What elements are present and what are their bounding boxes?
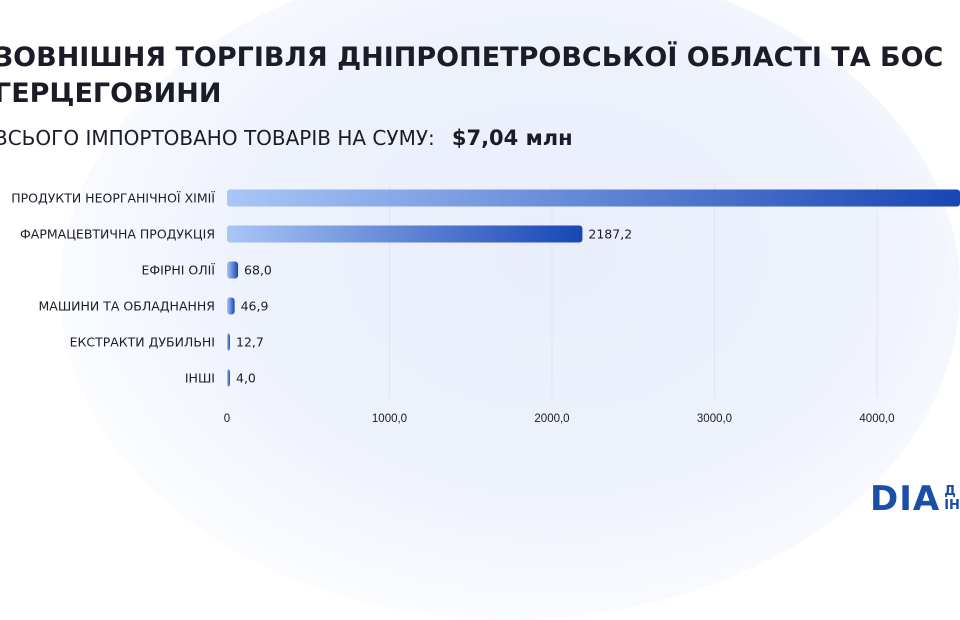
value-label: 68,0 — [244, 263, 272, 278]
value-label: 12,7 — [236, 335, 264, 350]
subtitle-text: ВСЬОГО ІМПОРТОВАНО ТОВАРІВ НА СУМУ: — [0, 126, 435, 150]
x-tick-label: 3000,0 — [697, 413, 732, 425]
x-tick-label: 4000,0 — [859, 413, 894, 425]
x-axis-ticks: 0 1000,0 2000,0 3000,0 4000,0 — [224, 413, 895, 425]
x-tick-label: 2000,0 — [534, 413, 569, 425]
x-tick-label: 1000,0 — [372, 413, 407, 425]
category-labels: ПРОДУКТИ НЕОРГАНІЧНОЇ ХІМІЇ ФАРМАЦЕВТИЧНА… — [11, 191, 215, 386]
category-label: ЕФІРНІ ОЛІЇ — [141, 263, 215, 278]
bar — [227, 297, 235, 315]
category-label: ФАРМАЦЕВТИЧНА ПРОДУКЦІЯ — [20, 227, 215, 242]
logo-text: Д ІН — [944, 485, 960, 513]
title-line-1: ЗОВНІШНЯ ТОРГІВЛЯ ДНІПРОПЕТРОВСЬКОЇ ОБЛА… — [0, 42, 944, 73]
bar-chart: ПРОДУКТИ НЕОРГАНІЧНОЇ ХІМІЇ ФАРМАЦЕВТИЧНА… — [11, 183, 960, 425]
bar — [227, 225, 583, 243]
bar — [227, 369, 230, 387]
category-label: ПРОДУКТИ НЕОРГАНІЧНОЇ ХІМІЇ — [11, 191, 215, 206]
value-label: 4,0 — [236, 371, 256, 386]
subtitle: ВСЬОГО ІМПОРТОВАНО ТОВАРІВ НА СУМУ: $7,0… — [0, 126, 573, 150]
bar — [227, 189, 960, 207]
x-tick-label: 0 — [224, 413, 230, 425]
page-title: ЗОВНІШНЯ ТОРГІВЛЯ ДНІПРОПЕТРОВСЬКОЇ ОБЛА… — [0, 40, 960, 112]
grid-lines — [389, 183, 878, 398]
logo-text-line-2: ІН — [944, 498, 960, 513]
subtitle-total-value: $7,04 млн — [451, 126, 573, 150]
category-label: ІНШІ — [185, 371, 215, 386]
value-labels: 2187,2 68,0 46,9 12,7 4,0 — [236, 227, 632, 386]
value-label: 46,9 — [241, 299, 269, 314]
logo-mark: DIA — [870, 479, 941, 519]
background-glow — [60, 0, 960, 620]
bar — [227, 333, 230, 351]
logo-text-line-1: Д — [944, 484, 956, 499]
bar — [227, 261, 239, 279]
bars — [227, 189, 960, 387]
dia-logo: DIA Д ІН — [870, 481, 960, 517]
title-line-2: ГЕРЦЕГОВИНИ — [0, 78, 222, 109]
category-label: ЕКСТРАКТИ ДУБИЛЬНІ — [70, 335, 215, 350]
category-label: МАШИНИ ТА ОБЛАДНАННЯ — [38, 299, 215, 314]
value-label: 2187,2 — [588, 227, 632, 242]
